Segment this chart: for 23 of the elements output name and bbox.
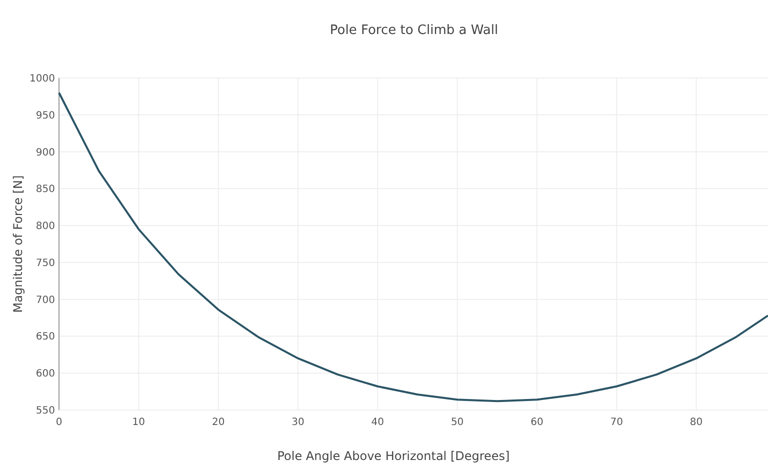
y-tick-label: 700: [36, 294, 55, 306]
x-tick-label: 60: [530, 417, 544, 428]
x-tick-label: 30: [292, 417, 304, 428]
chart-title: Pole Force to Climb a Wall: [330, 23, 498, 38]
x-tick-label: 50: [450, 417, 464, 428]
y-tick-label: 600: [36, 368, 55, 380]
y-tick-label: 850: [36, 184, 55, 196]
x-axis-title: Pole Angle Above Horizontal [Degrees]: [277, 449, 510, 463]
y-tick-label: 650: [36, 332, 55, 343]
y-axis-title: Magnitude of Force [N]: [11, 175, 25, 313]
y-tick-label: 800: [36, 221, 55, 232]
x-tick-label: 40: [371, 417, 384, 428]
x-tick-label: 0: [56, 417, 62, 428]
x-tick-label: 20: [212, 417, 225, 428]
y-tick-label: 750: [36, 258, 55, 269]
x-tick-label: 70: [610, 417, 624, 428]
y-tick-label: 950: [36, 110, 55, 122]
line-series: [58, 92, 768, 402]
y-tick-label: 900: [36, 147, 55, 158]
y-tick-label: 550: [36, 406, 55, 416]
y-tick-label: 1000: [30, 74, 55, 84]
x-tick-label: 10: [132, 417, 146, 428]
x-tick-label: 80: [690, 417, 703, 428]
